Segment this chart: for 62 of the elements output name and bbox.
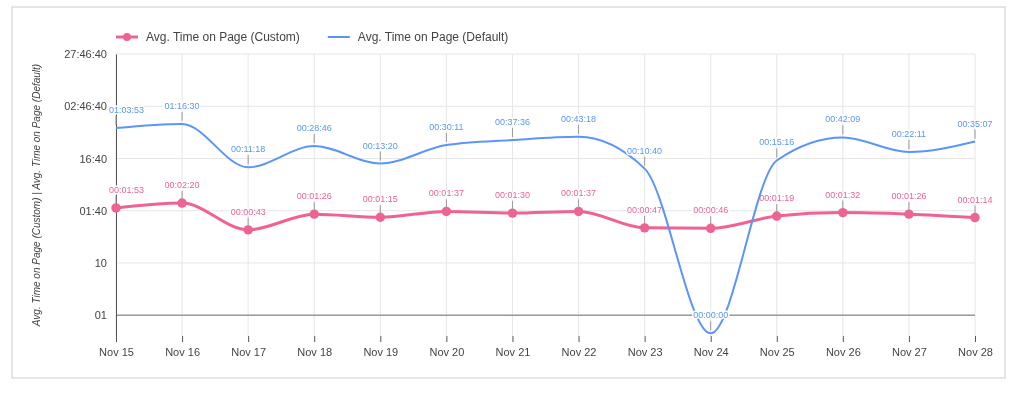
- data-label: 00:01:19: [759, 193, 795, 204]
- x-tick-label: Nov 19: [363, 345, 399, 358]
- x-tick-label: Nov 20: [429, 345, 465, 358]
- data-label: 00:01:14: [957, 194, 993, 205]
- point: [904, 209, 914, 219]
- x-tick-label: Nov 17: [231, 345, 267, 358]
- point: [573, 206, 584, 217]
- data-label: 01:16:30: [164, 100, 200, 111]
- point: [177, 198, 187, 208]
- x-tick-label: Nov 24: [693, 345, 729, 358]
- x-tick-label: Nov 21: [495, 345, 531, 358]
- data-label: 00:01:37: [428, 188, 464, 199]
- y-tick-label: 01:40: [79, 204, 107, 217]
- x-tick-label: Nov 28: [958, 345, 993, 358]
- data-label: 00:01:15: [362, 194, 398, 205]
- x-tick-label: Nov 18: [297, 345, 333, 358]
- point: [375, 212, 386, 222]
- data-label: 00:10:40: [627, 145, 663, 156]
- x-tick-label: Nov 26: [825, 345, 861, 358]
- point: [772, 211, 782, 221]
- data-label: 00:11:18: [230, 144, 266, 155]
- point: [639, 223, 650, 233]
- x-tick-label: Nov 16: [165, 345, 201, 358]
- data-label: 00:43:18: [561, 113, 597, 124]
- data-label: 00:02:20: [164, 180, 200, 191]
- data-label: 00:00:43: [230, 206, 266, 217]
- x-tick-label: Nov 22: [561, 345, 597, 358]
- point: [970, 212, 980, 223]
- data-label: 00:42:09: [825, 114, 861, 125]
- data-label: 00:13:20: [362, 140, 398, 151]
- point: [243, 225, 253, 235]
- data-label: 00:28:46: [296, 123, 332, 134]
- data-label: 00:22:11: [891, 129, 927, 139]
- y-tick-label: 02:46:40: [64, 100, 107, 113]
- legend-label: Avg. Time on Page (Default): [357, 30, 509, 44]
- point: [111, 203, 121, 213]
- data-label: 00:15:16: [759, 137, 795, 148]
- y-tick-label: 01: [94, 309, 107, 322]
- point: [309, 209, 319, 219]
- data-label: 00:00:46: [693, 205, 729, 216]
- x-tick-label: Nov 27: [891, 345, 927, 358]
- data-label: 00:01:30: [494, 190, 530, 201]
- legend-label: Avg. Time on Page (Custom): [146, 30, 300, 44]
- y-tick-label: 16:40: [79, 152, 107, 165]
- data-label: 00:00:47: [627, 204, 663, 215]
- x-tick-label: Nov 25: [759, 345, 795, 358]
- data-label: 00:01:32: [825, 189, 861, 200]
- x-tick-label: Nov 23: [627, 345, 663, 358]
- point: [507, 208, 518, 218]
- x-tick-label: Nov 15: [99, 345, 134, 358]
- point: [705, 223, 716, 234]
- data-label: 00:01:37: [561, 188, 597, 199]
- y-tick-label: 10: [94, 256, 107, 269]
- data-label: 00:01:26: [296, 191, 332, 202]
- y-tick-label: 27:46:40: [64, 48, 107, 61]
- data-label: 00:37:36: [494, 117, 530, 128]
- point: [838, 207, 848, 218]
- data-label: 00:01:26: [891, 191, 927, 202]
- data-label: 00:35:07: [957, 118, 993, 129]
- point: [441, 206, 452, 217]
- data-label: 00:30:11: [429, 122, 464, 133]
- y-axis-title: Avg. Time on Page (Custom) | Avg. Time on Page (Default): [31, 63, 42, 328]
